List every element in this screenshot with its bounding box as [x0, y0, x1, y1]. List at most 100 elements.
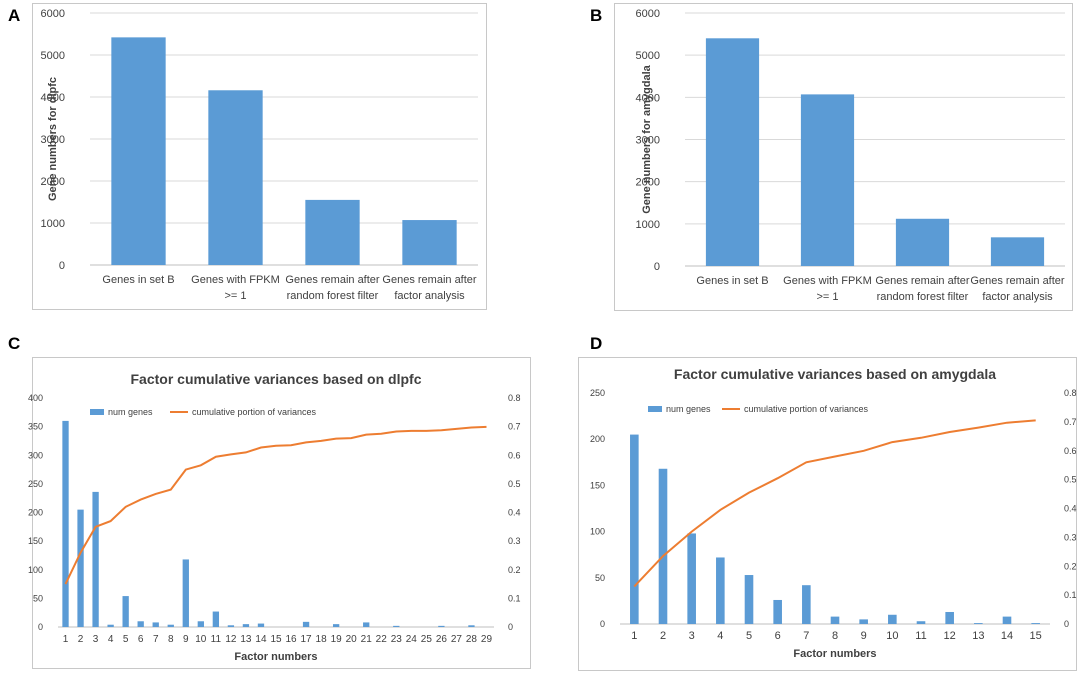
chart-c-ytick-left-label: 400: [28, 393, 43, 403]
chart-b-bar: [990, 237, 1045, 266]
chart-c-bar: [212, 611, 220, 627]
chart-c-category-label: 12: [225, 634, 237, 645]
chart-a-category-label: >= 1: [224, 290, 246, 302]
chart-d-category-label: 2: [660, 630, 666, 642]
chart-a-ytick-label: 5000: [41, 50, 65, 62]
chart-d-ytick-right-label: 0.2: [1064, 561, 1077, 571]
chart-d-ytick-right-label: 0.4: [1064, 504, 1077, 514]
chart-c-cumulative-line: [64, 425, 487, 585]
chart-a-bar: [305, 199, 360, 265]
chart-a-ytick-label: 2000: [41, 176, 65, 188]
chart-d-bar: [974, 623, 983, 624]
chart-a-ytick-label: 6000: [41, 8, 65, 20]
chart-c-category-label: 1: [63, 634, 69, 645]
chart-d-bar: [716, 557, 725, 624]
chart-d-ytick-left-label: 100: [590, 527, 605, 537]
chart-c-ytick-right-label: 0.3: [508, 536, 521, 546]
chart-d-ytick-left-label: 200: [590, 434, 605, 444]
chart-d-bar: [658, 468, 668, 624]
chart-c-category-label: 2: [78, 634, 84, 645]
chart-b-ytick-label: 3000: [636, 135, 660, 147]
chart-d-bar: [888, 614, 897, 624]
chart-c-bar: [257, 623, 265, 627]
chart-d-ytick-left-label: 50: [595, 573, 605, 583]
chart-c-category-label: 8: [168, 634, 174, 645]
chart-b-category-label: factor analysis: [982, 291, 1053, 303]
chart-c-category-label: 22: [376, 634, 388, 645]
chart-b-ytick-label: 0: [654, 261, 660, 273]
chart-c-bar: [152, 622, 159, 627]
chart-d-bar: [830, 616, 840, 624]
chart-c-category-label: 26: [436, 634, 448, 645]
chart-c-bar: [468, 625, 475, 627]
chart-d-bar: [945, 611, 954, 624]
chart-c-title: Factor cumulative variances based on dlp…: [131, 371, 422, 387]
chart-a-bar: [208, 90, 263, 265]
chart-a-ytick-label: 0: [59, 260, 65, 272]
chart-a-ylabel: Gene numbers for dlpfc: [47, 77, 59, 201]
panel-letter-a: A: [8, 6, 21, 25]
chart-b-bar: [800, 94, 855, 266]
chart-c-category-label: 19: [331, 634, 343, 645]
chart-c-category-label: 6: [138, 634, 144, 645]
chart-c-category-label: 4: [108, 634, 114, 645]
chart-c-ytick-left-label: 350: [28, 422, 43, 432]
chart-b-category-label: Genes remain after: [970, 275, 1064, 287]
chart-b-ytick-label: 2000: [636, 177, 660, 189]
chart-d-category-label: 13: [972, 630, 984, 642]
chart-c-xlabel: Factor numbers: [234, 651, 317, 663]
panel-letter-d: D: [590, 334, 603, 353]
chart-d-category-label: 7: [803, 630, 809, 642]
chart-c-ytick-right-label: 0.4: [508, 508, 521, 518]
chart-b-ylabel: Gene numbers for amygdala: [641, 64, 653, 213]
chart-c-bar: [182, 559, 189, 627]
chart-c-ytick-right-label: 0.6: [508, 450, 521, 460]
chart-c-ytick-right-label: 0.7: [508, 422, 521, 432]
chart-c-category-label: 23: [391, 634, 403, 645]
chart-d-xlabel: Factor numbers: [793, 648, 876, 660]
chart-c-category-label: 29: [481, 634, 493, 645]
chart-c-ytick-right-label: 0.5: [508, 479, 521, 489]
chart-c-legend-line-label: cumulative portion of variances: [192, 407, 317, 417]
chart-d-category-label: 8: [832, 630, 838, 642]
chart-c-category-label: 24: [406, 634, 418, 645]
chart-c-category-label: 3: [93, 634, 99, 645]
chart-d-category-label: 4: [717, 630, 723, 642]
chart-d-bar: [1002, 616, 1012, 624]
chart-c-ytick-left-label: 50: [33, 593, 43, 603]
chart-d-ytick-right-label: 0.1: [1064, 590, 1077, 600]
chart-b-category-label: >= 1: [816, 291, 838, 303]
chart-d-ytick-right-label: 0: [1064, 619, 1069, 629]
chart-d-bar: [687, 533, 696, 624]
panel-letter-b: B: [590, 6, 603, 25]
chart-c-legend-bar-label: num genes: [108, 407, 153, 417]
chart-b-category-label: Genes in set B: [696, 275, 768, 287]
chart-a-category-label: random forest filter: [287, 290, 379, 302]
chart-d-category-label: 10: [886, 630, 898, 642]
chart-d-ytick-right-label: 0.7: [1064, 417, 1077, 427]
chart-c-legend-bar-swatch: [90, 409, 104, 415]
chart-c-bar: [332, 624, 340, 627]
chart-d-cumulative-line: [633, 419, 1036, 588]
chart-b-bar: [705, 38, 760, 266]
chart-d-legend-bar-swatch: [648, 406, 662, 412]
chart-c-bar: [242, 624, 250, 627]
chart-c-ytick-left-label: 0: [38, 622, 43, 632]
chart-c-ytick-left-label: 150: [28, 536, 43, 546]
chart-d-category-label: 15: [1030, 630, 1042, 642]
chart-d-category-label: 9: [861, 630, 867, 642]
chart-b-ytick-label: 4000: [636, 92, 660, 104]
chart-b-ytick-label: 5000: [636, 50, 660, 62]
chart-a-ytick-label: 4000: [41, 92, 65, 104]
chart-c-bar: [107, 624, 114, 627]
chart-c-bar: [167, 624, 174, 627]
chart-d-ytick-left-label: 0: [600, 619, 605, 629]
chart-c-category-label: 13: [240, 634, 252, 645]
chart-d-bar: [859, 619, 868, 624]
chart-d-category-label: 6: [775, 630, 781, 642]
chart-c-bar: [363, 622, 370, 627]
chart-c-bar: [227, 625, 235, 627]
chart-c-bar: [77, 509, 84, 627]
chart-c-ytick-left-label: 200: [28, 508, 43, 518]
chart-c-category-label: 20: [346, 634, 358, 645]
